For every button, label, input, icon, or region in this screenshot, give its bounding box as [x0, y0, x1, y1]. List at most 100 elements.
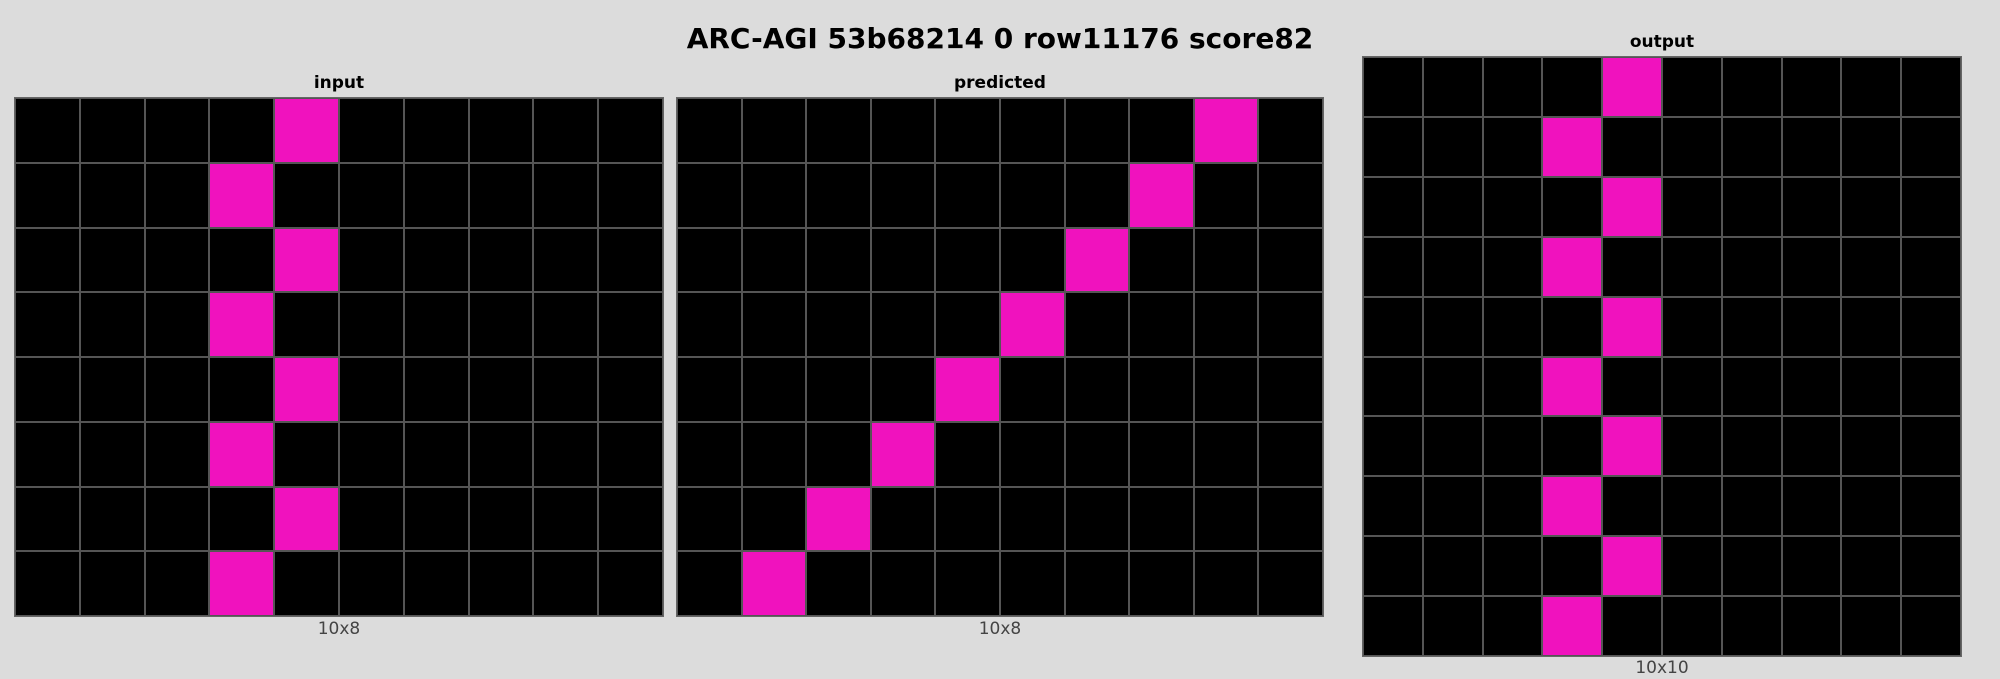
- grid-cell: [999, 357, 1065, 422]
- grid-cell: [1258, 227, 1323, 293]
- grid-cell: [806, 551, 871, 616]
- grid-cell: [1661, 236, 1722, 297]
- grid-cell: [1064, 421, 1130, 487]
- grid-cell: [1602, 116, 1662, 177]
- grid-cell: [677, 162, 742, 228]
- grid-cell: [1661, 536, 1722, 597]
- grid-cell: [598, 227, 663, 293]
- grid-cell: [677, 98, 742, 163]
- grid-cell: [677, 551, 742, 616]
- grid-cell: [1542, 176, 1603, 237]
- grid-cell: [1841, 296, 1902, 357]
- grid-cell: [1193, 486, 1259, 552]
- grid-cell: [1542, 416, 1603, 477]
- grid-cell: [468, 551, 534, 616]
- grid-cell: [209, 551, 275, 616]
- grid-cell: [209, 227, 275, 293]
- grid-cell: [15, 98, 80, 163]
- grid-cell: [1542, 356, 1603, 417]
- grid-cell: [1363, 356, 1423, 417]
- grid-cell: [1721, 596, 1782, 656]
- grid-cell: [79, 162, 145, 228]
- grid-cell: [806, 227, 871, 293]
- grid-cell: [1781, 296, 1842, 357]
- grid-cell: [741, 357, 807, 422]
- grid-cell: [1482, 296, 1543, 357]
- grid-cell: [741, 486, 807, 552]
- grid-cell: [1422, 236, 1483, 297]
- grid-cell: [209, 486, 275, 552]
- grid-cell: [1542, 476, 1603, 537]
- grid-cell: [598, 421, 663, 487]
- grid-cell: [1129, 486, 1194, 552]
- grid-cell: [1482, 116, 1543, 177]
- grid-cell: [1901, 416, 1961, 477]
- grid-cell: [403, 421, 469, 487]
- grid-cell: [79, 486, 145, 552]
- grid-cell: [598, 98, 663, 163]
- grid-cell: [1482, 416, 1543, 477]
- grid-cell: [870, 98, 936, 163]
- grid-cell: [1193, 357, 1259, 422]
- grid-cell: [741, 162, 807, 228]
- grid-cell: [1193, 162, 1259, 228]
- grid-cell: [533, 162, 599, 228]
- grid-cell: [79, 227, 145, 293]
- grid-cell: [1841, 116, 1902, 177]
- grid-cell: [1064, 227, 1130, 293]
- grid-cell: [1841, 536, 1902, 597]
- grid-cell: [806, 292, 871, 357]
- grid-cell: [1901, 476, 1961, 537]
- grid-cell: [339, 227, 404, 293]
- grid-cell: [144, 98, 210, 163]
- grid-cell: [1129, 98, 1194, 163]
- grid-cell: [533, 551, 599, 616]
- grid-cell: [677, 292, 742, 357]
- grid-cell: [403, 162, 469, 228]
- grid-cell: [533, 357, 599, 422]
- grid-cell: [274, 162, 339, 228]
- grid-cell: [1602, 57, 1662, 117]
- grid-cell: [403, 98, 469, 163]
- grid-cell: [1363, 296, 1423, 357]
- grid-cell: [1258, 162, 1323, 228]
- grid-cell: [1901, 116, 1961, 177]
- grid-cell: [1363, 57, 1423, 117]
- grid-cell: [1781, 116, 1842, 177]
- grid-cell: [1841, 236, 1902, 297]
- grid-cell: [144, 551, 210, 616]
- grid-cell: [1901, 296, 1961, 357]
- grid-cell: [339, 357, 404, 422]
- grid-cell: [79, 551, 145, 616]
- grid-cell: [870, 421, 936, 487]
- grid-cell: [1841, 176, 1902, 237]
- grid-cell: [209, 98, 275, 163]
- grid-cell: [339, 486, 404, 552]
- grid-cell: [274, 227, 339, 293]
- grid-cell: [1841, 476, 1902, 537]
- grid-cell: [1661, 296, 1722, 357]
- grid-cell: [1193, 421, 1259, 487]
- grid-cell: [935, 486, 1000, 552]
- grid-cell: [1901, 356, 1961, 417]
- grid-cell: [1901, 176, 1961, 237]
- grid-cell: [1129, 162, 1194, 228]
- grid-cell: [935, 292, 1000, 357]
- grid-cell: [1602, 536, 1662, 597]
- grid-cell: [1721, 356, 1782, 417]
- grid-cell: [144, 162, 210, 228]
- grid-cell: [1781, 596, 1842, 656]
- predicted-panel-title: predicted: [954, 73, 1046, 93]
- grid-cell: [403, 292, 469, 357]
- grid-cell: [79, 98, 145, 163]
- output-grid: [1362, 56, 1962, 657]
- grid-cell: [403, 486, 469, 552]
- grid-cell: [1721, 57, 1782, 117]
- grid-cell: [468, 227, 534, 293]
- grid-cell: [339, 421, 404, 487]
- grid-cell: [1258, 98, 1323, 163]
- grid-cell: [1602, 596, 1662, 656]
- grid-cell: [274, 551, 339, 616]
- grid-cell: [1482, 57, 1543, 117]
- grid-cell: [468, 421, 534, 487]
